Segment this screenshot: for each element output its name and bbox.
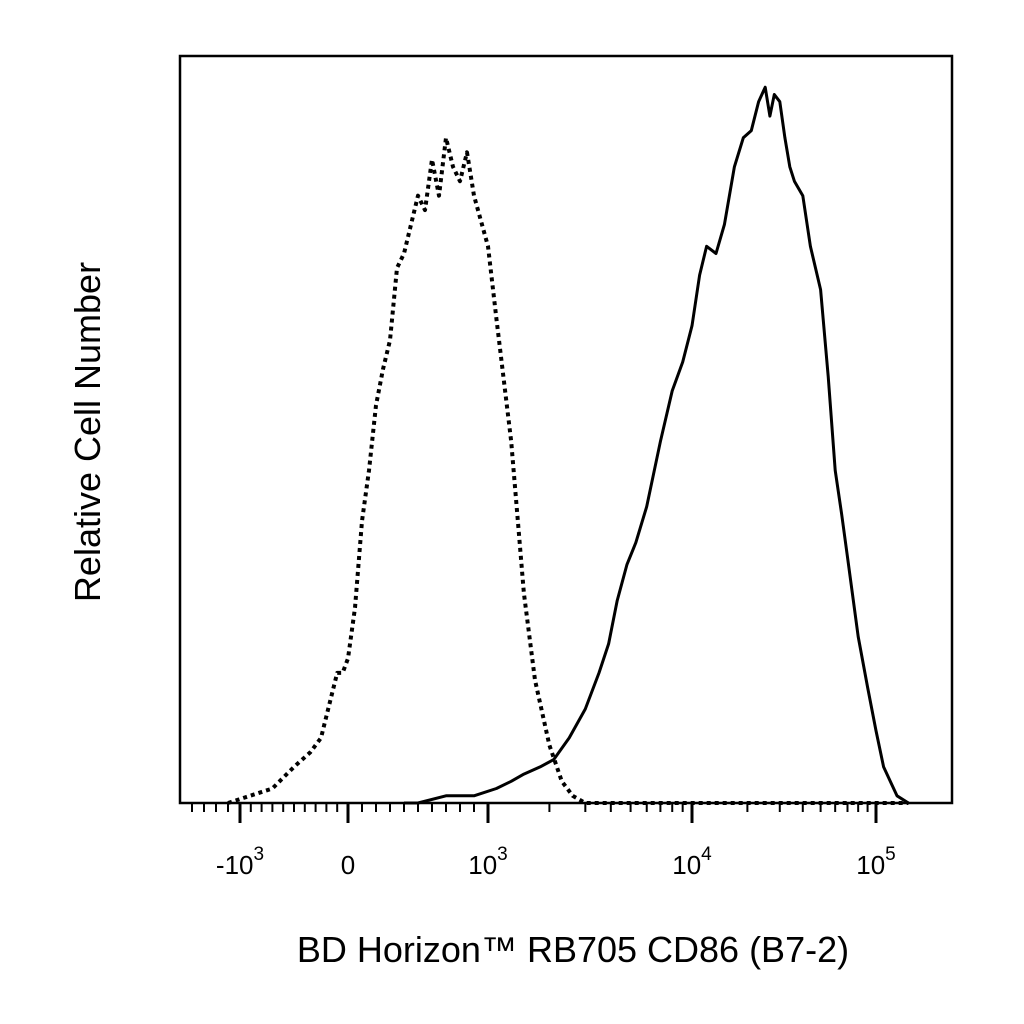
plot-frame	[178, 54, 954, 805]
isotype-control-histogram	[227, 135, 909, 805]
x-tick-label-exponent: 3	[497, 844, 508, 865]
x-tick-label-exponent: 5	[885, 844, 896, 865]
x-axis-title: BD Horizon™ RB705 CD86 (B7-2)	[297, 929, 849, 970]
x-tick-label-exponent: 3	[254, 844, 265, 865]
x-tick-label: 103	[468, 844, 508, 880]
y-axis-title: Relative Cell Number	[67, 262, 108, 602]
x-axis-minor-ticks	[191, 803, 869, 812]
x-tick-label-base: 10	[468, 850, 497, 880]
x-tick-label-base: -10	[216, 850, 254, 880]
x-tick-label: 105	[856, 844, 896, 880]
x-tick-label-exponent: 4	[701, 844, 712, 865]
cd86-stained-histogram	[404, 85, 910, 805]
x-tick-label: 104	[672, 844, 712, 880]
x-tick-label-base: 0	[341, 850, 355, 880]
x-tick-label: -103	[216, 844, 264, 880]
x-tick-label-base: 10	[672, 850, 701, 880]
x-axis-tick-labels: -103 0 103 104 105	[216, 844, 896, 880]
histogram-series	[227, 85, 910, 805]
x-axis-major-ticks	[238, 803, 878, 823]
x-tick-label-base: 10	[856, 850, 885, 880]
x-tick-label: 0	[341, 850, 355, 880]
